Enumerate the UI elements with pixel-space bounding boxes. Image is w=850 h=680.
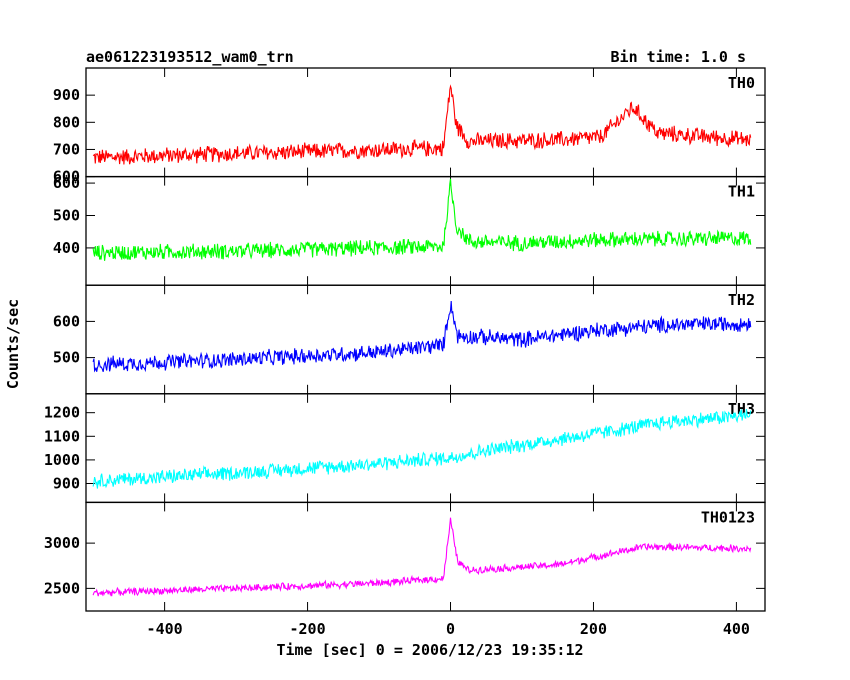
panel-frame: [85, 175, 766, 286]
x-tick-label: 400: [723, 620, 750, 638]
y-tick-label: 800: [53, 113, 80, 131]
panel-frame: [85, 393, 766, 504]
panel-frame: [85, 284, 766, 395]
y-tick-label: 3000: [44, 534, 80, 552]
panels-group: 600 700 800 900 TH0 400 500 600 TH1 500 600 TH2 900 1…: [44, 67, 766, 638]
series-line: [92, 84, 752, 165]
y-tick-label: 700: [53, 140, 80, 158]
series-line: [92, 178, 752, 261]
y-tick-label: 500: [53, 207, 80, 225]
y-tick-label: 1100: [44, 427, 80, 445]
y-tick-label: 600: [53, 312, 80, 330]
x-tick-label: -200: [290, 620, 326, 638]
series-line: [92, 517, 752, 597]
y-tick-label: 500: [53, 349, 80, 367]
chart-title-right: Bin time: 1.0 s: [611, 48, 746, 66]
series-name: TH2: [728, 291, 755, 309]
x-axis-label: Time [sec] 0 = 2006/12/23 19:35:12: [276, 641, 583, 659]
panel-frame: [85, 501, 766, 612]
series-line: [92, 408, 752, 489]
y-tick-label: 900: [53, 475, 80, 493]
y-tick-label: 600: [53, 168, 80, 186]
chart-title-left: ae061223193512_wam0_trn: [86, 48, 294, 66]
x-tick-label: 0: [446, 620, 455, 638]
series-name: TH0123: [701, 508, 755, 526]
y-tick-label: 600: [53, 174, 80, 192]
y-axis-label: Counts/sec: [4, 299, 22, 389]
x-tick-label: -400: [147, 620, 183, 638]
y-tick-label: 1000: [44, 451, 80, 469]
x-tick-label: 200: [580, 620, 607, 638]
y-tick-label: 400: [53, 239, 80, 257]
series-name: TH1: [728, 183, 755, 201]
y-tick-label: 900: [53, 86, 80, 104]
y-tick-label: 1200: [44, 404, 80, 422]
y-tick-label: 2500: [44, 579, 80, 597]
series-line: [92, 300, 752, 373]
panel-frame: [85, 67, 766, 178]
series-name: TH0: [728, 74, 755, 92]
